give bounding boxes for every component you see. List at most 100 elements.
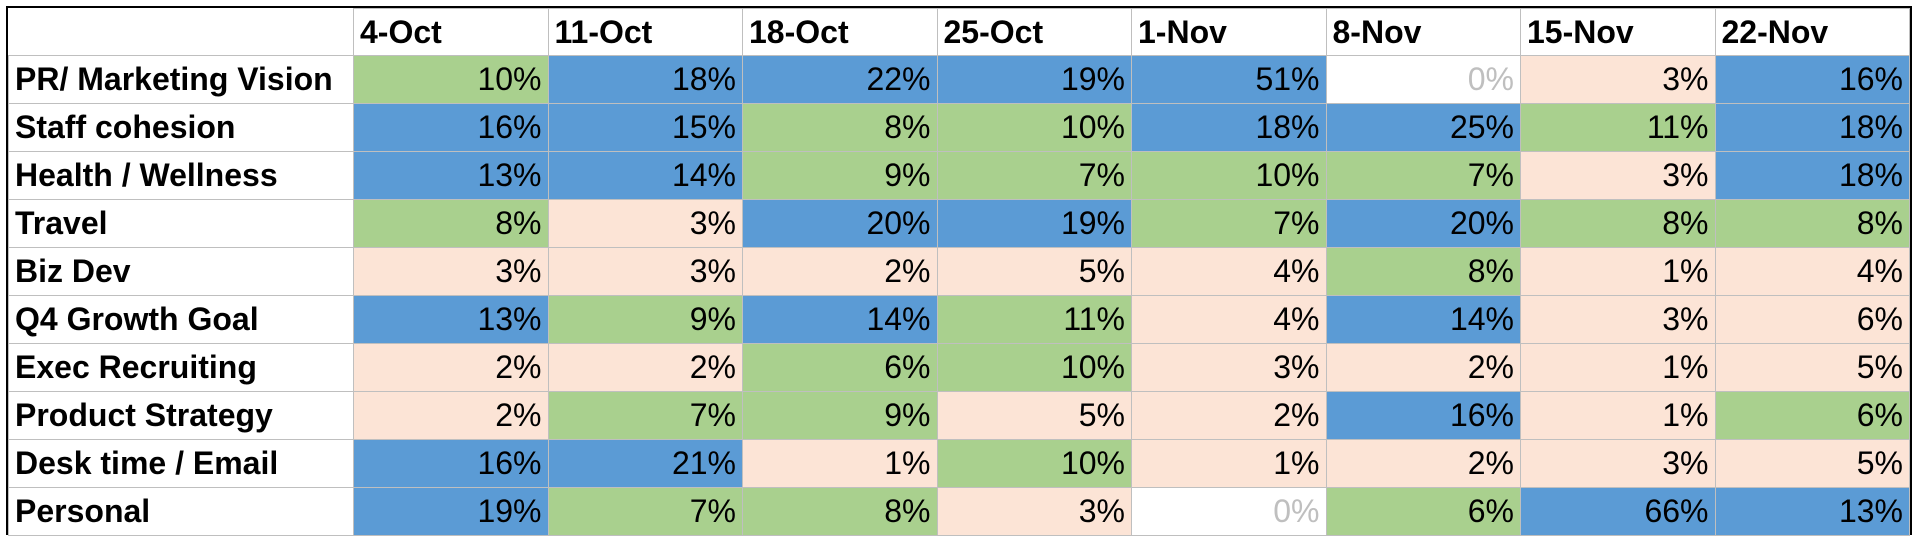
column-header: 22-Nov xyxy=(1714,8,1910,56)
heatmap-cell: 18% xyxy=(1131,103,1327,152)
column-header: 1-Nov xyxy=(1131,8,1327,56)
heatmap-cell: 8% xyxy=(742,103,938,152)
heatmap-cell: 2% xyxy=(742,247,938,296)
heatmap-cell: 3% xyxy=(1520,55,1716,104)
row-label: Product Strategy xyxy=(8,391,354,440)
heatmap-cell: 2% xyxy=(353,343,549,392)
heatmap-cell: 3% xyxy=(547,199,743,248)
heatmap-cell: 14% xyxy=(1325,295,1521,344)
heatmap-cell: 5% xyxy=(936,247,1132,296)
heatmap-cell: 25% xyxy=(1325,103,1521,152)
heatmap-cell: 10% xyxy=(936,343,1132,392)
heatmap-cell: 13% xyxy=(353,151,549,200)
heatmap-cell: 9% xyxy=(742,151,938,200)
column-header: 4-Oct xyxy=(353,8,549,56)
table-row: Travel 8% 3% 20% 19% 7% 20% 8% 8% xyxy=(8,199,1910,248)
column-header: 18-Oct xyxy=(742,8,938,56)
heatmap-cell: 6% xyxy=(1325,487,1521,536)
heatmap-cell: 6% xyxy=(1714,295,1910,344)
heatmap-cell: 0% xyxy=(1325,55,1521,104)
heatmap-cell: 11% xyxy=(936,295,1132,344)
heatmap-cell: 6% xyxy=(742,343,938,392)
heatmap-cell: 19% xyxy=(936,199,1132,248)
heatmap-cell: 3% xyxy=(1131,343,1327,392)
heatmap-cell: 1% xyxy=(1131,439,1327,488)
heatmap-cell: 5% xyxy=(936,391,1132,440)
heatmap-cell: 8% xyxy=(1325,247,1521,296)
row-label: Biz Dev xyxy=(8,247,354,296)
heatmap-cell: 13% xyxy=(353,295,549,344)
heatmap-cell: 5% xyxy=(1714,343,1910,392)
heatmap-cell: 19% xyxy=(353,487,549,536)
table-row: PR/ Marketing Vision 10% 18% 22% 19% 51% 0% 3% 1… xyxy=(8,55,1910,104)
heatmap-cell: 1% xyxy=(1520,391,1716,440)
heatmap-cell: 20% xyxy=(1325,199,1521,248)
heatmap-cell: 19% xyxy=(936,55,1132,104)
column-header: 11-Oct xyxy=(547,8,743,56)
heatmap-cell: 13% xyxy=(1714,487,1910,536)
table-row: Product Strategy 2% 7% 9% 5% 2% 16% 1% 6% xyxy=(8,391,1910,440)
heatmap-cell: 7% xyxy=(547,487,743,536)
heatmap-cell: 21% xyxy=(547,439,743,488)
heatmap-cell: 7% xyxy=(547,391,743,440)
table-row: Personal 19% 7% 8% 3% 0% 6% 66% 13% xyxy=(8,487,1910,536)
heatmap-cell: 10% xyxy=(936,439,1132,488)
header-row: 4-Oct 11-Oct 18-Oct 25-Oct 1-Nov 8-Nov 15-Nov 2… xyxy=(8,8,1910,56)
heatmap-cell: 10% xyxy=(353,55,549,104)
row-label: Staff cohesion xyxy=(8,103,354,152)
column-header: 25-Oct xyxy=(936,8,1132,56)
heatmap-cell: 7% xyxy=(1131,199,1327,248)
column-header: 8-Nov xyxy=(1325,8,1521,56)
heatmap-cell: 16% xyxy=(1325,391,1521,440)
row-label: Health / Wellness xyxy=(8,151,354,200)
table-row: Desk time / Email 16% 21% 1% 10% 1% 2% 3% 5% xyxy=(8,439,1910,488)
heatmap-cell: 1% xyxy=(1520,343,1716,392)
heatmap-cell: 1% xyxy=(1520,247,1716,296)
heatmap-cell: 18% xyxy=(1714,151,1910,200)
table-row: Staff cohesion 16% 15% 8% 10% 18% 25% 11% 18% xyxy=(8,103,1910,152)
heatmap-cell: 2% xyxy=(1131,391,1327,440)
heatmap-cell: 9% xyxy=(547,295,743,344)
heatmap-cell: 3% xyxy=(1520,151,1716,200)
heatmap-cell: 3% xyxy=(547,247,743,296)
heatmap-cell: 0% xyxy=(1131,487,1327,536)
heatmap-table: 4-Oct 11-Oct 18-Oct 25-Oct 1-Nov 8-Nov 15-Nov 2… xyxy=(6,6,1912,536)
corner-cell xyxy=(8,8,354,56)
heatmap-cell: 2% xyxy=(1325,343,1521,392)
heatmap-cell: 7% xyxy=(936,151,1132,200)
row-label: Desk time / Email xyxy=(8,439,354,488)
table-row: Health / Wellness 13% 14% 9% 7% 10% 7% 3% 18% xyxy=(8,151,1910,200)
heatmap-cell: 2% xyxy=(547,343,743,392)
heatmap-cell: 9% xyxy=(742,391,938,440)
heatmap-cell: 16% xyxy=(1714,55,1910,104)
heatmap-cell: 20% xyxy=(742,199,938,248)
heatmap-cell: 14% xyxy=(742,295,938,344)
table-row: Biz Dev 3% 3% 2% 5% 4% 8% 1% 4% xyxy=(8,247,1910,296)
heatmap-cell: 3% xyxy=(1520,295,1716,344)
percentage-grid: 4-Oct 11-Oct 18-Oct 25-Oct 1-Nov 8-Nov 15-Nov 2… xyxy=(8,8,1910,536)
heatmap-cell: 4% xyxy=(1131,295,1327,344)
heatmap-cell: 16% xyxy=(353,103,549,152)
heatmap-cell: 8% xyxy=(353,199,549,248)
heatmap-cell: 3% xyxy=(936,487,1132,536)
heatmap-cell: 6% xyxy=(1714,391,1910,440)
row-label: Personal xyxy=(8,487,354,536)
row-label: PR/ Marketing Vision xyxy=(8,55,354,104)
heatmap-cell: 8% xyxy=(1520,199,1716,248)
heatmap-cell: 8% xyxy=(1714,199,1910,248)
heatmap-cell: 15% xyxy=(547,103,743,152)
table-row: Q4 Growth Goal 13% 9% 14% 11% 4% 14% 3% 6% xyxy=(8,295,1910,344)
heatmap-cell: 51% xyxy=(1131,55,1327,104)
row-label: Q4 Growth Goal xyxy=(8,295,354,344)
heatmap-cell: 16% xyxy=(353,439,549,488)
table-row: Exec Recruiting 2% 2% 6% 10% 3% 2% 1% 5% xyxy=(8,343,1910,392)
heatmap-cell: 18% xyxy=(1714,103,1910,152)
heatmap-cell: 66% xyxy=(1520,487,1716,536)
heatmap-cell: 1% xyxy=(742,439,938,488)
row-label: Travel xyxy=(8,199,354,248)
heatmap-cell: 3% xyxy=(1520,439,1716,488)
heatmap-cell: 4% xyxy=(1714,247,1910,296)
heatmap-cell: 3% xyxy=(353,247,549,296)
heatmap-cell: 11% xyxy=(1520,103,1716,152)
heatmap-cell: 14% xyxy=(547,151,743,200)
